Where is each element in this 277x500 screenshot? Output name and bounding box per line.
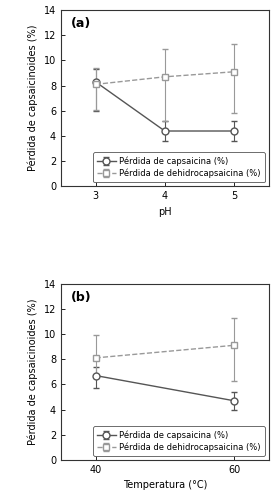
Text: (b): (b): [71, 290, 92, 304]
Legend: Pérdida de capsaicina (%), Pérdida de dehidrocapsaicina (%): Pérdida de capsaicina (%), Pérdida de de…: [93, 152, 265, 182]
Y-axis label: Pérdida de capsaicinoides (%): Pérdida de capsaicinoides (%): [28, 298, 38, 445]
X-axis label: Temperatura (°C): Temperatura (°C): [123, 480, 207, 490]
Text: (a): (a): [71, 17, 92, 30]
Legend: Pérdida de capsaicina (%), Pérdida de dehidrocapsaicina (%): Pérdida de capsaicina (%), Pérdida de de…: [93, 426, 265, 456]
Y-axis label: Pérdida de capsaicinoides (%): Pérdida de capsaicinoides (%): [28, 25, 38, 172]
X-axis label: pH: pH: [158, 207, 172, 217]
